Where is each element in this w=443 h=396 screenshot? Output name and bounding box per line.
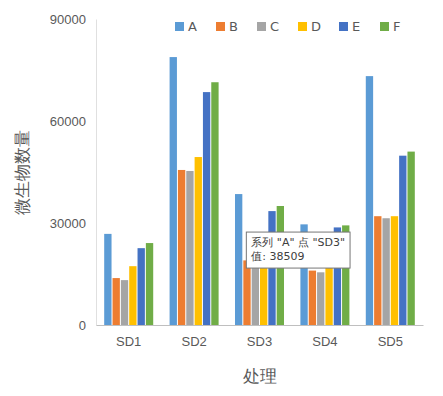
bar[interactable] [186,171,193,325]
bar[interactable] [325,267,332,325]
y-tick-label: 60000 [50,114,86,129]
legend-label: C [270,19,279,34]
x-tick-label: SD2 [181,334,206,349]
bar[interactable] [366,76,373,325]
legend-swatch [175,22,184,31]
y-axis-title: 微生物数量 [12,130,32,215]
bar[interactable] [391,216,398,325]
bar[interactable] [407,152,414,325]
bar[interactable] [129,266,136,325]
x-tick: SD4 [312,325,337,349]
bar[interactable] [178,170,185,325]
y-tick: 90000 [50,12,96,27]
legend-swatch [216,22,225,31]
legend-swatch [339,22,348,31]
tooltip-box [246,232,350,268]
x-tick-label: SD3 [247,334,272,349]
x-tick-label: SD4 [312,334,337,349]
y-tick-label: 30000 [50,216,86,231]
x-tick: SD2 [181,325,206,349]
legend: A B C D E F [175,19,400,34]
y-tick: 60000 [50,114,96,129]
chart: 0 30000 60000 90000 SD1 SD2 SD3 SD4 SD5 处理 微生物数量 A B… [0,0,443,396]
x-tick: SD5 [378,325,403,349]
bar[interactable] [170,57,177,325]
legend-label: D [311,19,321,34]
legend-label: F [393,19,400,34]
tooltip-text: 值: 38509 [251,250,304,263]
legend-swatch [380,22,389,31]
bar[interactable] [195,157,202,325]
x-axis-line [97,325,424,326]
x-tick-label: SD1 [116,334,141,349]
legend-swatch [257,22,266,31]
bar[interactable] [146,243,153,325]
x-tick: SD3 [247,325,272,349]
legend-item[interactable]: C [257,19,279,34]
bar[interactable] [104,234,111,325]
y-tick-label: 90000 [50,12,86,27]
bar[interactable] [211,82,218,325]
bar[interactable] [235,194,242,325]
bar[interactable] [374,216,381,325]
legend-item[interactable]: F [380,19,400,34]
x-tick: SD1 [116,325,141,349]
x-axis-title: 处理 [243,366,277,386]
bar[interactable] [309,271,316,325]
bar[interactable] [317,272,324,325]
tooltip: 系列 "A" 点 "SD3"值: 38509 [246,232,350,268]
legend-item[interactable]: B [216,19,238,34]
legend-item[interactable]: E [339,19,360,34]
x-axis: SD1 SD2 SD3 SD4 SD5 [97,325,424,349]
bar[interactable] [399,156,406,325]
tooltip-text: 系列 "A" 点 "SD3" [251,236,345,249]
y-tick-label: 0 [79,318,86,333]
legend-swatch [298,22,307,31]
legend-item[interactable]: D [298,19,321,34]
y-tick: 0 [79,318,96,333]
legend-label: E [352,19,360,34]
y-tick: 30000 [50,216,96,231]
y-axis: 0 30000 60000 90000 [50,12,97,333]
bars [104,57,415,325]
legend-label: A [188,19,197,34]
legend-label: B [229,19,238,34]
legend-item[interactable]: A [175,19,197,34]
bar[interactable] [382,218,389,325]
y-axis-line [96,20,97,326]
x-tick-label: SD5 [378,334,403,349]
bar[interactable] [121,280,128,325]
bar[interactable] [243,260,250,325]
bar[interactable] [113,278,120,325]
bar[interactable] [252,262,259,325]
bar[interactable] [138,248,145,325]
bar[interactable] [203,92,210,325]
